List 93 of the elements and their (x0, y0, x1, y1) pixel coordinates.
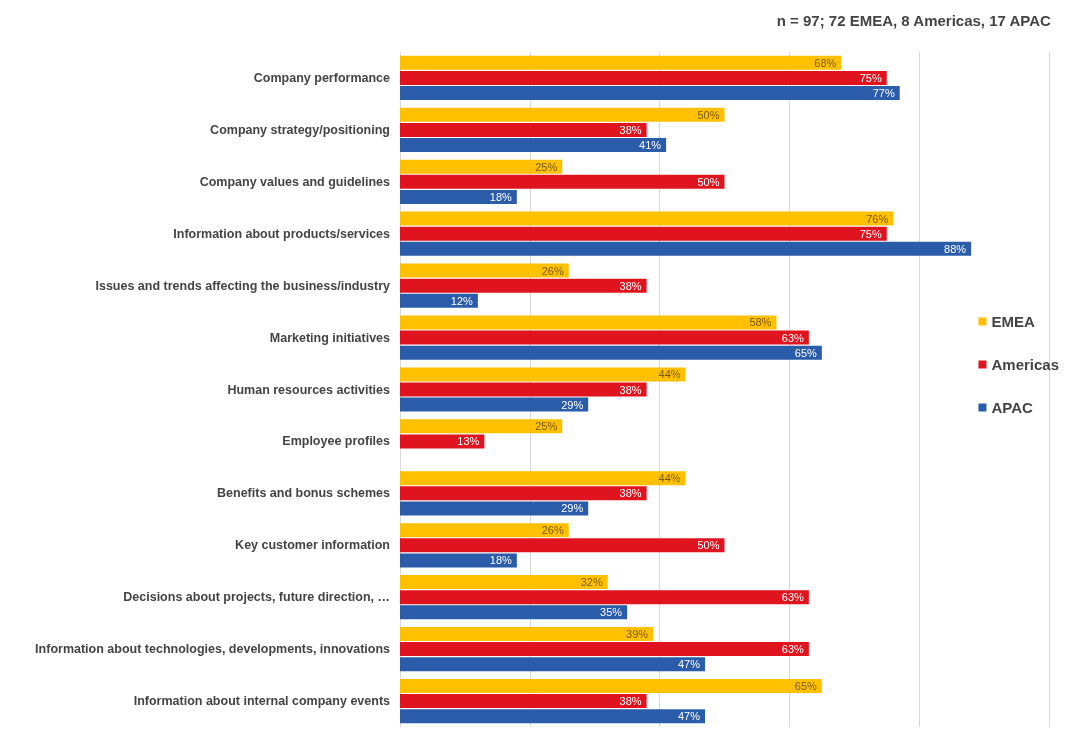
bar (400, 523, 569, 538)
bar (400, 501, 589, 516)
y-tick-label: Information about internal company events (133, 694, 391, 709)
data-label: 65% (794, 346, 818, 359)
bar (400, 605, 628, 620)
data-label: 63% (781, 591, 805, 604)
data-label: 50% (697, 108, 720, 121)
data-label: 25% (535, 160, 558, 173)
data-label: 25% (535, 420, 558, 433)
data-label: 38% (619, 487, 642, 500)
data-label: 76% (866, 212, 889, 225)
data-label: 29% (561, 398, 584, 411)
data-label: 50% (697, 175, 720, 188)
bar (400, 382, 647, 397)
chart-subtitle: n = 97; 72 EMEA, 8 Americas, 17 APAC (776, 12, 1052, 29)
data-label: 35% (600, 606, 623, 619)
bar (400, 122, 647, 137)
data-label: 38% (619, 383, 642, 396)
y-tick-label: Information about products/services (173, 226, 391, 241)
bar (400, 330, 809, 345)
data-label: 47% (678, 658, 701, 671)
data-label: 13% (457, 435, 480, 448)
y-tick-label: Company values and guidelines (199, 174, 391, 189)
bar (400, 159, 563, 174)
data-label: 50% (697, 539, 720, 552)
bar (400, 241, 972, 256)
y-tick-label: Company performance (253, 70, 391, 85)
data-label: 41% (639, 139, 662, 151)
bar (400, 107, 725, 122)
legend-label: APAC (991, 399, 1034, 416)
bar (400, 553, 517, 568)
data-label: 44% (658, 368, 681, 381)
y-tick-label: Company strategy/positioning (210, 122, 390, 137)
y-tick-label: Key customer information (235, 538, 390, 553)
bar (400, 678, 822, 693)
legend-label: Americas (991, 356, 1059, 373)
bar (400, 55, 842, 70)
bar (400, 367, 686, 382)
data-label: 65% (794, 679, 818, 692)
bar (400, 174, 725, 189)
data-label: 68% (814, 56, 837, 69)
y-tick-label: Human resources activities (227, 382, 391, 397)
data-label: 88% (944, 242, 967, 255)
data-label: 75% (859, 227, 882, 240)
data-label: 26% (541, 264, 564, 277)
bar (400, 278, 647, 293)
data-label: 18% (489, 554, 513, 567)
bar (400, 226, 887, 241)
bar (400, 189, 517, 204)
bar (400, 642, 809, 657)
data-label: 44% (658, 472, 681, 485)
y-tick-label: Marketing initiatives (269, 330, 391, 345)
y-tick-label: Decisions about projects, future direction, … (123, 590, 390, 605)
data-label: 63% (781, 643, 805, 656)
data-label: 47% (678, 710, 701, 723)
data-label: 26% (541, 524, 564, 537)
data-label: 63% (781, 331, 805, 344)
bar (400, 345, 822, 360)
bar (400, 694, 647, 709)
data-label: 38% (619, 695, 642, 708)
bar (400, 211, 894, 226)
y-tick-label: Information about technologies, developments, innovations (35, 642, 391, 657)
data-label: 18% (489, 190, 513, 203)
y-tick-label: Employee profiles (282, 434, 391, 449)
bar (400, 86, 900, 101)
bar (400, 293, 478, 308)
data-label: 77% (872, 87, 895, 100)
bar (400, 709, 706, 724)
bar (400, 397, 589, 412)
bar (400, 419, 563, 434)
bar (400, 538, 725, 553)
data-label: 38% (619, 279, 642, 292)
bar (400, 263, 569, 278)
bar (400, 627, 654, 641)
bar (400, 434, 485, 449)
bar (400, 657, 706, 672)
y-tick-label: Benefits and bonus schemes (217, 486, 391, 501)
data-label: 32% (580, 576, 603, 589)
bar (400, 471, 686, 486)
data-label: 75% (859, 71, 882, 84)
bar (400, 138, 667, 152)
data-label: 58% (749, 316, 772, 329)
bar (400, 575, 608, 590)
data-label: 39% (626, 628, 649, 640)
data-label: 12% (450, 294, 474, 307)
bar (400, 486, 647, 501)
data-label: 29% (561, 502, 584, 515)
y-tick-label: Issues and trends affecting the business/industry (95, 278, 391, 293)
bar (400, 70, 887, 85)
legend-label: EMEA (991, 313, 1035, 330)
bar (400, 315, 777, 330)
bar (400, 590, 809, 605)
data-label: 38% (619, 123, 642, 136)
